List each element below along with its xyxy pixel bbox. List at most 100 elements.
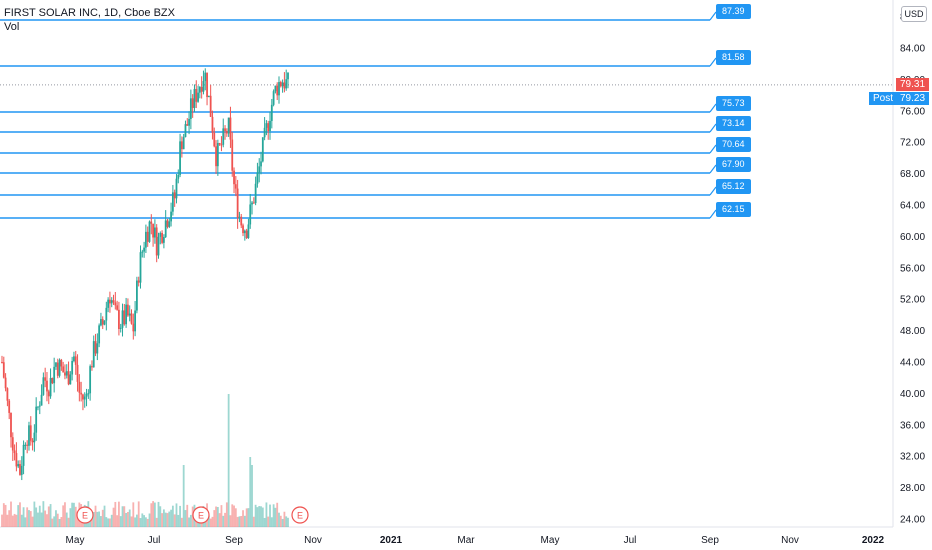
y-tick-label: 68.00 [900, 169, 925, 180]
candle-body [209, 95, 212, 117]
volume-bar [24, 517, 27, 527]
post-price-badge: 79.23 [896, 92, 930, 105]
level-connector [709, 144, 717, 154]
volume-bar [254, 504, 257, 527]
candle-body [200, 87, 203, 92]
grid [0, 0, 894, 528]
candle-body [236, 188, 239, 218]
volume-bar [35, 507, 38, 527]
y-tick-label: 40.00 [900, 389, 925, 400]
volume-bar [17, 505, 20, 527]
volume-bar [207, 515, 210, 527]
candle-body [87, 393, 90, 395]
candle-body [150, 221, 153, 224]
volume-bar [125, 512, 128, 527]
symbol-title: FIRST SOLAR INC, 1D, Cboe BZX [4, 7, 175, 19]
volume-bar [188, 517, 190, 527]
candle-body [179, 141, 181, 175]
candle-body [218, 143, 221, 145]
volume-bar [29, 511, 32, 527]
volume-bar [56, 513, 59, 527]
candle-body [195, 88, 198, 102]
time-axis: May Jul Sep Nov 2021 Mar May Jul Sep Nov 2022 [66, 535, 885, 546]
x-tick-label: Sep [701, 535, 719, 546]
volume-bar [249, 457, 252, 527]
candle-body [26, 444, 29, 446]
x-tick-label: May [66, 535, 85, 546]
candle-body [82, 394, 84, 400]
volume-label: Vol [4, 21, 20, 33]
level-label: 73.14 [716, 116, 751, 131]
volume-bar [116, 515, 119, 527]
volume-bar [155, 517, 158, 527]
candle-body [28, 425, 30, 446]
volume-bar [6, 514, 9, 527]
level-connector [709, 164, 717, 174]
candle-body [121, 310, 124, 328]
volume-bar [222, 515, 225, 527]
candle-body [132, 323, 135, 332]
candle-body [281, 82, 284, 87]
volume-bar [118, 501, 120, 527]
x-tick-label: Nov [781, 535, 799, 546]
candle-body [83, 396, 86, 400]
volume-bar [229, 515, 232, 527]
volume-bar [252, 516, 255, 527]
volume-bar [272, 504, 275, 527]
volume-bar [60, 517, 63, 527]
level-connector [709, 57, 717, 67]
volume-bar [49, 504, 52, 527]
candle-body [107, 299, 110, 308]
y-tick-label: 60.00 [900, 232, 925, 243]
volume-bar [128, 509, 131, 527]
candle-body [197, 92, 199, 102]
candle-body [53, 366, 56, 384]
candle-body [123, 310, 126, 325]
volume-bar [218, 513, 221, 527]
volume-bar [220, 505, 223, 527]
candle-body [35, 406, 38, 433]
candle-body [62, 366, 65, 373]
candle-body [213, 132, 216, 147]
candle-body [103, 320, 106, 325]
level-connector [709, 209, 717, 219]
volume-bar [245, 508, 248, 527]
candle-body [211, 116, 214, 133]
candle-body [60, 359, 63, 367]
candle-body [225, 131, 228, 134]
earnings-marker-label: E [198, 511, 204, 521]
volume-bar [224, 512, 226, 527]
horizontal-levels [0, 11, 717, 219]
candle-body [162, 237, 165, 243]
volume-bar [46, 514, 48, 527]
candle-body [78, 381, 81, 393]
volume-bar [15, 514, 18, 527]
candle-body [193, 88, 196, 108]
y-tick-label: 72.00 [900, 138, 925, 149]
volume-bar [240, 516, 243, 527]
candle-body [272, 91, 275, 105]
volume-bar [136, 514, 138, 527]
volume-bar [114, 501, 117, 527]
volume-bar [213, 510, 216, 527]
volume-bar [170, 509, 172, 527]
y-tick-label: 76.00 [900, 106, 925, 117]
candle-body [186, 124, 189, 126]
candle-body [202, 81, 205, 92]
candle-body [287, 72, 289, 80]
candle-body [42, 377, 45, 395]
candle-body [128, 313, 131, 316]
volume-bar [256, 507, 259, 527]
y-tick-label: 48.00 [900, 326, 925, 337]
candle-body [278, 82, 280, 96]
volume-bar [234, 508, 237, 527]
candle-body [258, 166, 261, 173]
level-label: 67.90 [716, 157, 751, 172]
volume-bar [109, 518, 111, 527]
currency-button[interactable]: USD [901, 6, 927, 22]
volume-bar [20, 514, 23, 527]
volume-bar [166, 513, 169, 527]
volume-bar [211, 516, 214, 527]
volume-bar [269, 504, 271, 527]
